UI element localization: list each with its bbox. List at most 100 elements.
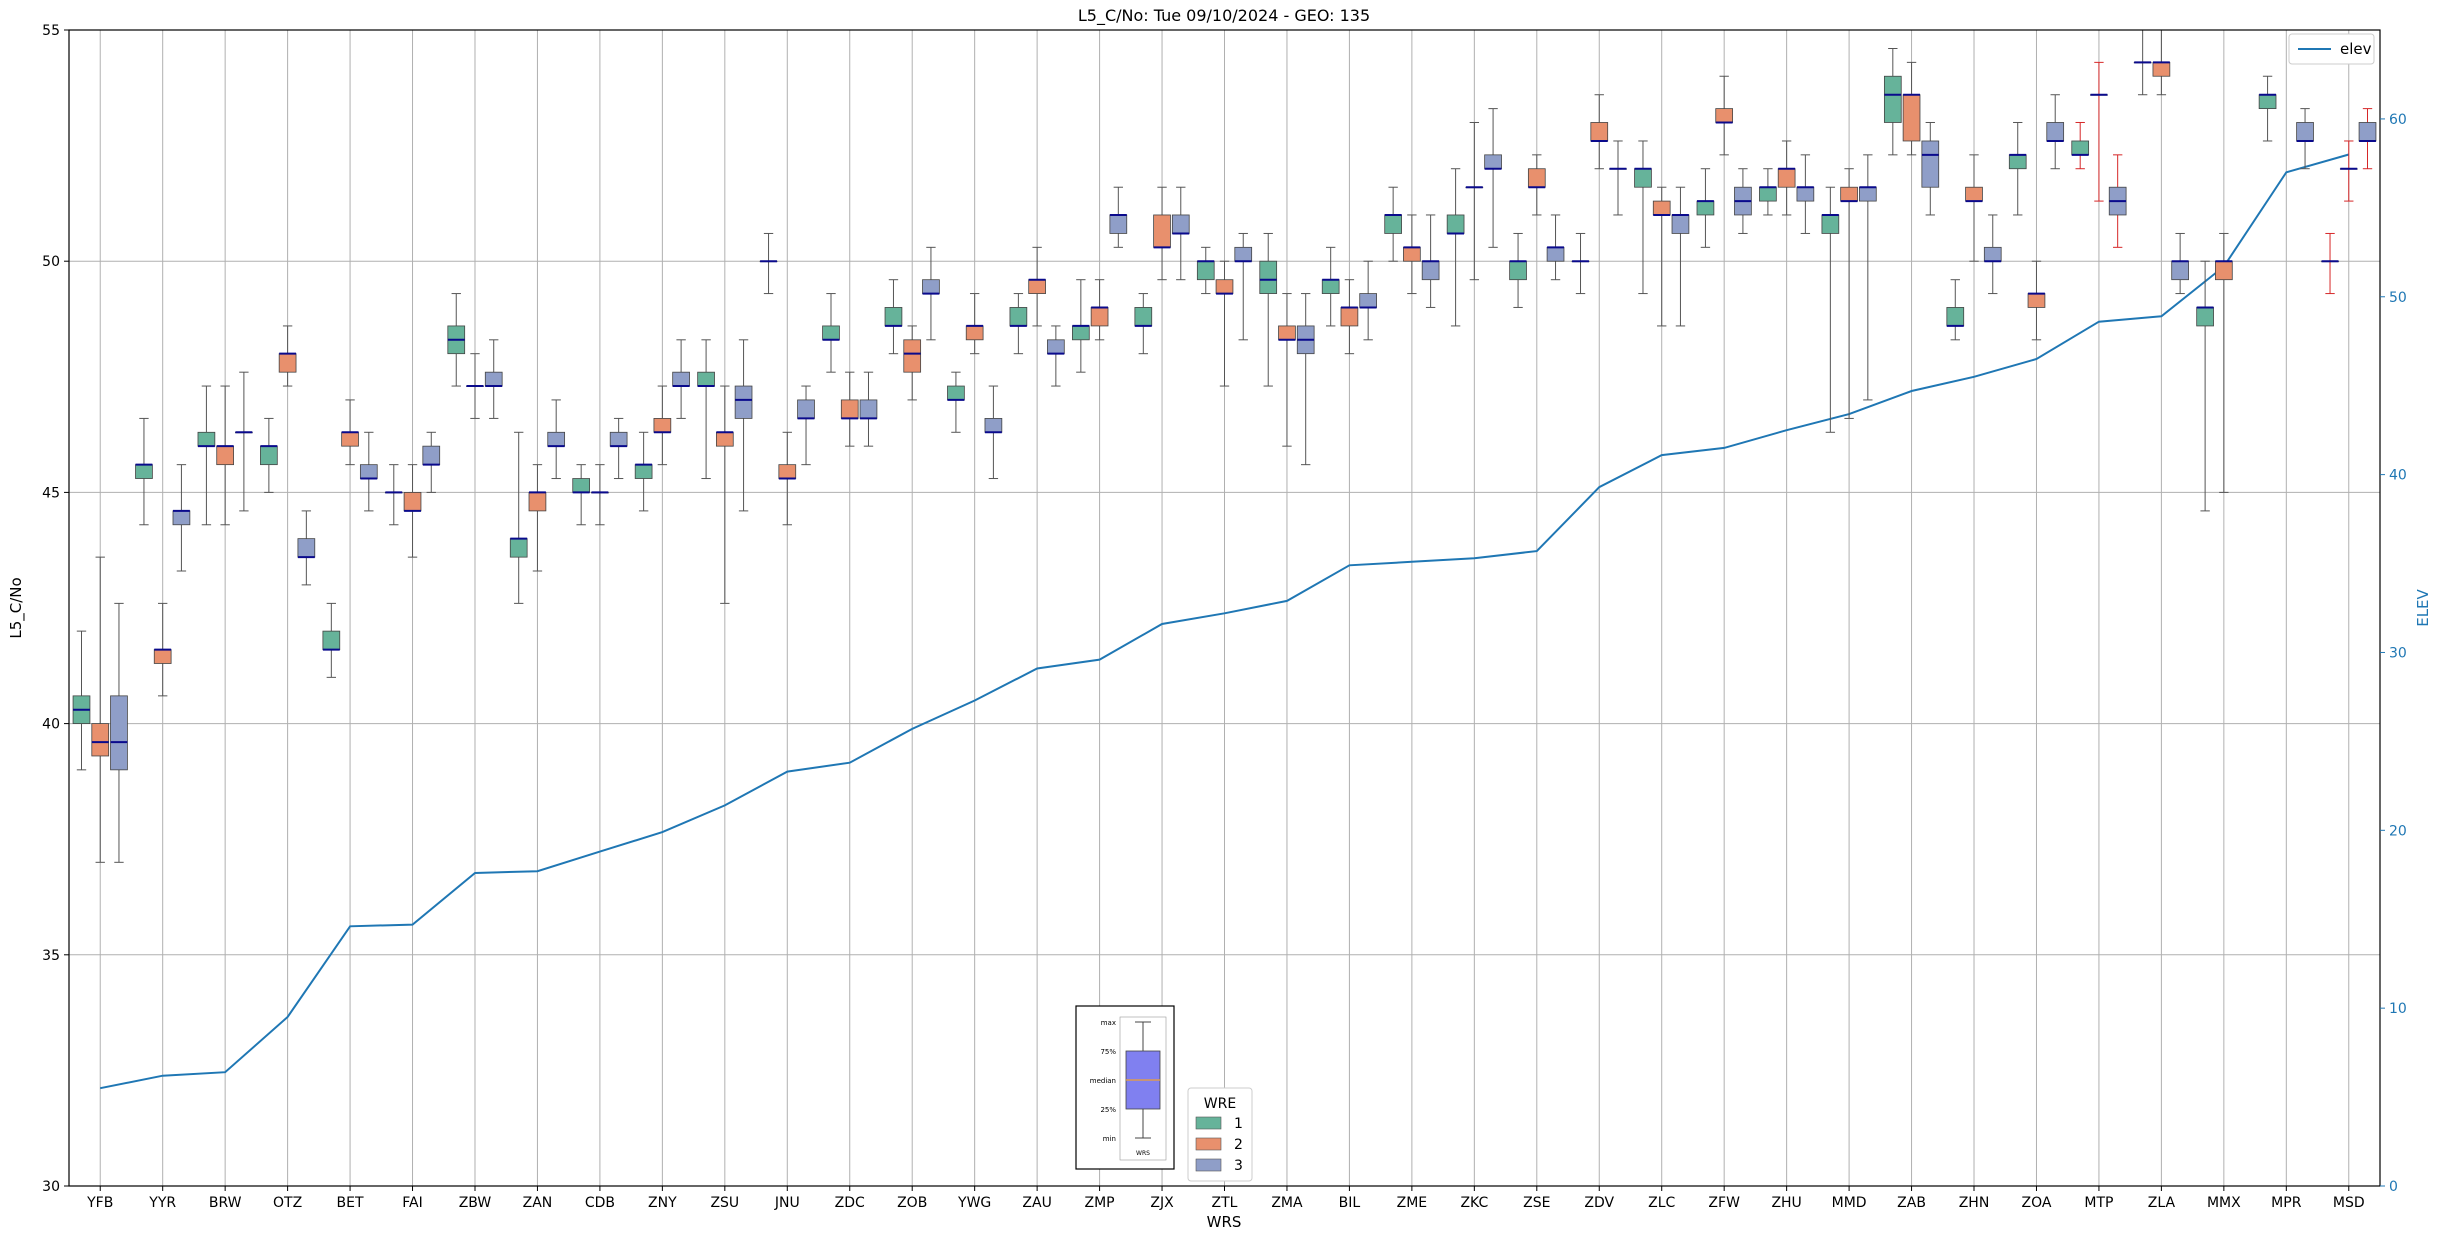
box-YFB-wre2 [91, 556, 110, 863]
key-inset-q1-label: 25% [1100, 1106, 1116, 1114]
key-inset-q3-label: 75% [1100, 1048, 1116, 1056]
box-ZAB-wre2 [1902, 61, 1921, 156]
box-iqr [609, 431, 628, 447]
x-tick-label: BIL [1339, 1195, 1361, 1211]
box-iqr [572, 478, 590, 493]
box-iqr [1590, 122, 1609, 142]
box-iqr [859, 399, 878, 419]
box-YYR-wre3 [172, 464, 191, 572]
x-tick-label: YYR [148, 1195, 176, 1211]
y-tick-label: 55 [42, 23, 60, 39]
y2-tick-label: 10 [2389, 1001, 2407, 1017]
box-iqr [403, 491, 422, 512]
wre-legend-label-1: 1 [1234, 1116, 1243, 1132]
boxes [72, 29, 2377, 863]
y2-tick-label: 50 [2389, 290, 2407, 306]
box-ZTL-wre1 [1196, 246, 1215, 295]
box-ZKC-wre2 [1465, 121, 1484, 281]
box-iqr [884, 307, 903, 327]
box-YFB-wre1 [72, 630, 91, 771]
box-iqr [1696, 200, 1715, 216]
x-tick-label: JNU [774, 1195, 800, 1211]
x-tick-label: YFB [86, 1195, 113, 1211]
box-iqr [1446, 214, 1465, 234]
box-iqr [1902, 94, 1921, 142]
box-MMD-wre3 [1859, 154, 1877, 401]
box-ZNY-wre3 [672, 339, 690, 419]
box-iqr [135, 464, 153, 479]
box-iqr [1321, 279, 1340, 294]
box-iqr [2358, 122, 2377, 142]
box-iqr [922, 279, 940, 294]
box-MMD-wre1 [1821, 186, 1840, 433]
box-iqr [672, 371, 690, 387]
box-ZAN-wre1 [509, 431, 528, 604]
x-tick-label: ZME [1397, 1195, 1428, 1211]
box-YWG-wre1 [947, 371, 965, 433]
box-ZAB-wre1 [1883, 47, 1902, 156]
x-tick-label: MPR [2271, 1195, 2302, 1211]
box-ZKC-wre3 [1484, 108, 1502, 248]
box-ZOA-wre2 [2027, 260, 2046, 341]
box-JNU-wre2 [778, 431, 797, 526]
box-ZDC-wre2 [840, 371, 859, 447]
box-iqr [1359, 293, 1377, 308]
box-BET-wre1 [322, 602, 341, 678]
box-iqr [1484, 154, 1502, 170]
box-iqr [797, 399, 815, 419]
x-tick-label: ZJX [1150, 1195, 1174, 1211]
box-MTP-wre3 [2108, 154, 2127, 248]
box-ZHN-wre1 [1946, 279, 1965, 341]
box-ZBW-wre1 [447, 293, 466, 387]
box-iqr [1965, 186, 1983, 202]
box-iqr [822, 325, 840, 341]
box-iqr [1403, 246, 1421, 262]
key-inset-xlabel: WRS [1136, 1150, 1150, 1157]
box-YWG-wre3 [984, 385, 1003, 480]
x-tick-label: ZSE [1523, 1195, 1550, 1211]
box-iqr [1072, 325, 1090, 341]
box-iqr [778, 464, 797, 479]
box-iqr [1421, 260, 1440, 281]
box-ZSU-wre2 [715, 385, 734, 604]
box-JNU-wre3 [797, 385, 815, 466]
key-inset-median-label: median [1090, 1077, 1116, 1085]
box-iqr [2152, 61, 2171, 77]
x-tick-label: YWG [957, 1195, 991, 1211]
box-iqr [1278, 325, 1296, 341]
box-ZAU-wre2 [1028, 246, 1046, 327]
x-tick-label: ZLA [2148, 1195, 2176, 1211]
box-iqr [697, 371, 715, 387]
box-ZBW-wre3 [484, 339, 503, 419]
box-MMX-wre1 [2196, 260, 2214, 512]
key-inset-max-label: max [1101, 1019, 1116, 1027]
box-iqr [1153, 214, 1171, 248]
box-iqr [1384, 214, 1402, 234]
y2-axis-label: ELEV [2414, 588, 2432, 626]
box-ZAN-wre3 [547, 399, 566, 480]
x-tick-label: ZMP [1085, 1195, 1115, 1211]
x-axis: YFB YYR BRW OTZ BET FAI ZBW ZAN CDB ZNY ZSU JNU ZDC Z… [86, 1186, 2365, 1211]
box-iqr [2046, 122, 2065, 142]
box-iqr [341, 431, 359, 447]
box-iqr [1634, 168, 1652, 188]
box-iqr [278, 353, 297, 373]
x-tick-label: ZKC [1460, 1195, 1488, 1211]
x-axis-label: WRS [1207, 1213, 1242, 1231]
box-iqr [1652, 200, 1671, 216]
box-iqr [153, 649, 172, 664]
box-iqr [1796, 186, 1815, 202]
box-BRW-wre3 [235, 371, 253, 512]
x-tick-label: ZAB [1897, 1195, 1926, 1211]
x-tick-label: MTP [2084, 1195, 2113, 1211]
box-ZFW-wre1 [1696, 168, 1715, 248]
box-ZSU-wre1 [697, 339, 715, 480]
x-tick-label: CDB [585, 1195, 615, 1211]
x-tick-label: ZFW [1708, 1195, 1740, 1211]
box-iqr [634, 464, 653, 479]
box-iqr [1921, 140, 1940, 188]
box-MSD-wre3 [2358, 108, 2377, 170]
y2-tick-label: 60 [2389, 112, 2407, 128]
